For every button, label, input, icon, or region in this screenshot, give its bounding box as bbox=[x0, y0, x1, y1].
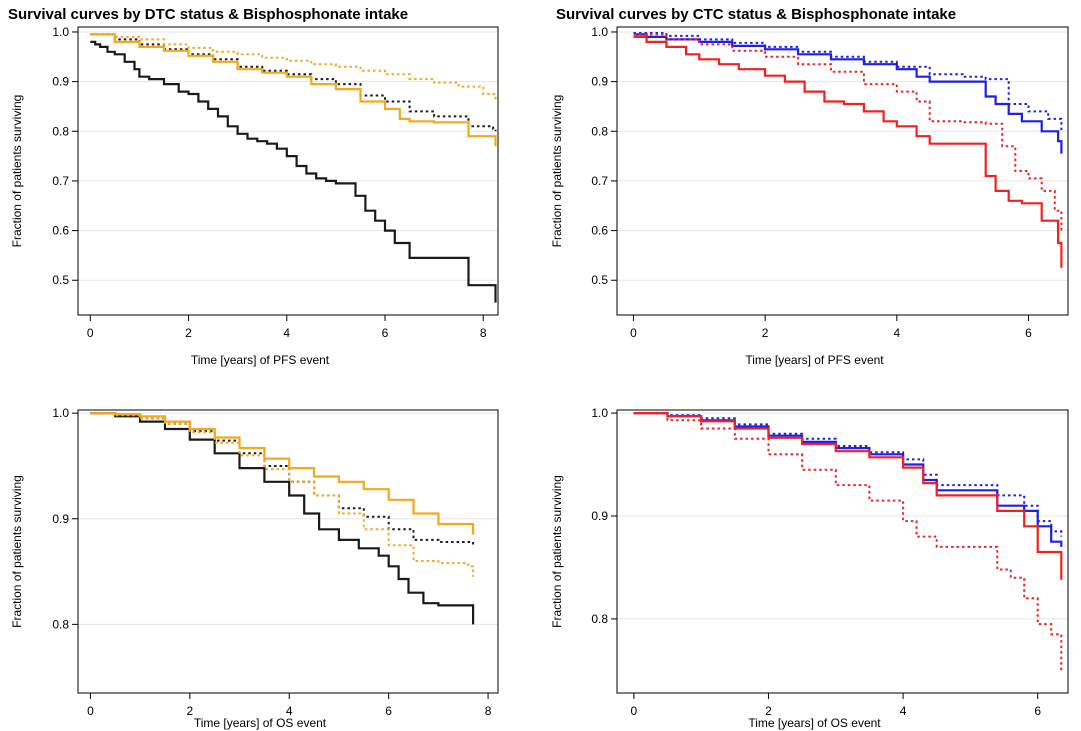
x-tick-label: 2 bbox=[185, 326, 192, 340]
x-tick-label: 6 bbox=[1025, 326, 1032, 340]
series-blue-solid bbox=[633, 412, 1063, 547]
series-blue-dotted bbox=[633, 32, 1063, 132]
y-axis-label: Fraction of patients surviving bbox=[10, 475, 24, 628]
y-tick-label: 1.0 bbox=[591, 406, 608, 420]
y-tick-label: 0.9 bbox=[591, 509, 608, 523]
series-orange-dotted bbox=[90, 412, 475, 577]
x-tick-label: 8 bbox=[485, 704, 492, 718]
chart-os-ctc: 0.8 0.9 1.0 0 2 4 6 Time [years] of OS event Fra… bbox=[550, 406, 1069, 730]
y-tick-label: 0.6 bbox=[52, 224, 69, 238]
series-red-dotted bbox=[633, 412, 1063, 671]
x-tick-label: 4 bbox=[900, 704, 907, 718]
y-tick-label: 1.0 bbox=[52, 25, 69, 39]
chart-pfs-dtc: 0.5 0.6 0.7 0.8 0.9 1.0 0 2 4 6 8 Time [years] of P… bbox=[10, 25, 499, 367]
y-tick-label: 0.5 bbox=[52, 273, 69, 287]
chart-os-dtc: 0.8 0.9 1.0 0 2 4 6 8 Time [years] of OS event Fr… bbox=[10, 406, 499, 730]
plot-frame bbox=[616, 26, 1069, 316]
series-black-solid bbox=[90, 40, 497, 303]
y-axis-label: Fraction of patients surviving bbox=[550, 475, 564, 628]
x-axis-label: Time [years] of OS event bbox=[194, 716, 327, 730]
series-red-solid bbox=[633, 35, 1063, 268]
x-axis-label: Time [years] of OS event bbox=[748, 716, 881, 730]
title-ctc: Survival curves by CTC status & Bisphosp… bbox=[556, 6, 957, 23]
series-blue-solid bbox=[633, 33, 1063, 154]
x-tick-label: 4 bbox=[286, 704, 293, 718]
x-tick-label: 0 bbox=[87, 326, 94, 340]
x-tick-label: 0 bbox=[630, 704, 637, 718]
x-tick-label: 2 bbox=[765, 704, 772, 718]
y-tick-label: 0.9 bbox=[591, 75, 608, 89]
series-orange-dotted bbox=[90, 33, 497, 102]
series-black-dotted bbox=[90, 412, 475, 546]
x-axis-label: Time [years] of PFS event bbox=[191, 353, 330, 367]
y-tick-label: 0.7 bbox=[591, 174, 608, 188]
x-tick-label: 6 bbox=[382, 326, 389, 340]
x-tick-label: 4 bbox=[893, 326, 900, 340]
y-tick-label: 0.8 bbox=[591, 612, 608, 626]
series-red-dotted bbox=[633, 33, 1063, 231]
series-orange-solid bbox=[90, 412, 475, 535]
x-tick-label: 2 bbox=[186, 704, 193, 718]
y-tick-label: 0.8 bbox=[591, 124, 608, 138]
plot-frame bbox=[77, 26, 499, 316]
y-tick-label: 0.5 bbox=[591, 273, 608, 287]
y-axis-label: Fraction of patients surviving bbox=[550, 95, 564, 248]
x-axis-label: Time [years] of PFS event bbox=[745, 353, 884, 367]
y-tick-label: 1.0 bbox=[591, 25, 608, 39]
series-black-dotted bbox=[90, 33, 497, 132]
x-tick-label: 0 bbox=[630, 326, 637, 340]
x-tick-label: 4 bbox=[283, 326, 290, 340]
y-tick-label: 0.8 bbox=[52, 124, 69, 138]
y-axis-label: Fraction of patients surviving bbox=[10, 95, 24, 248]
y-tick-label: 0.8 bbox=[52, 617, 69, 631]
y-tick-label: 0.9 bbox=[52, 75, 69, 89]
series-black-solid bbox=[90, 412, 475, 625]
series-blue-dotted bbox=[633, 412, 1063, 537]
chart-pfs-ctc: 0.5 0.6 0.7 0.8 0.9 1.0 0 2 4 6 Time [years] of PF… bbox=[550, 25, 1069, 367]
y-tick-label: 0.6 bbox=[591, 224, 608, 238]
plot-frame bbox=[77, 409, 499, 694]
series-red-solid bbox=[633, 412, 1063, 580]
y-tick-label: 1.0 bbox=[52, 406, 69, 420]
x-tick-label: 0 bbox=[87, 704, 94, 718]
x-tick-label: 6 bbox=[1034, 704, 1041, 718]
x-tick-label: 8 bbox=[480, 326, 487, 340]
y-tick-label: 0.7 bbox=[52, 174, 69, 188]
title-dtc: Survival curves by DTC status & Bisphosp… bbox=[8, 6, 409, 23]
y-tick-label: 0.9 bbox=[52, 512, 69, 526]
series-orange-solid bbox=[90, 33, 497, 147]
x-tick-label: 6 bbox=[385, 704, 392, 718]
x-tick-label: 2 bbox=[762, 326, 769, 340]
plot-frame bbox=[616, 409, 1069, 694]
